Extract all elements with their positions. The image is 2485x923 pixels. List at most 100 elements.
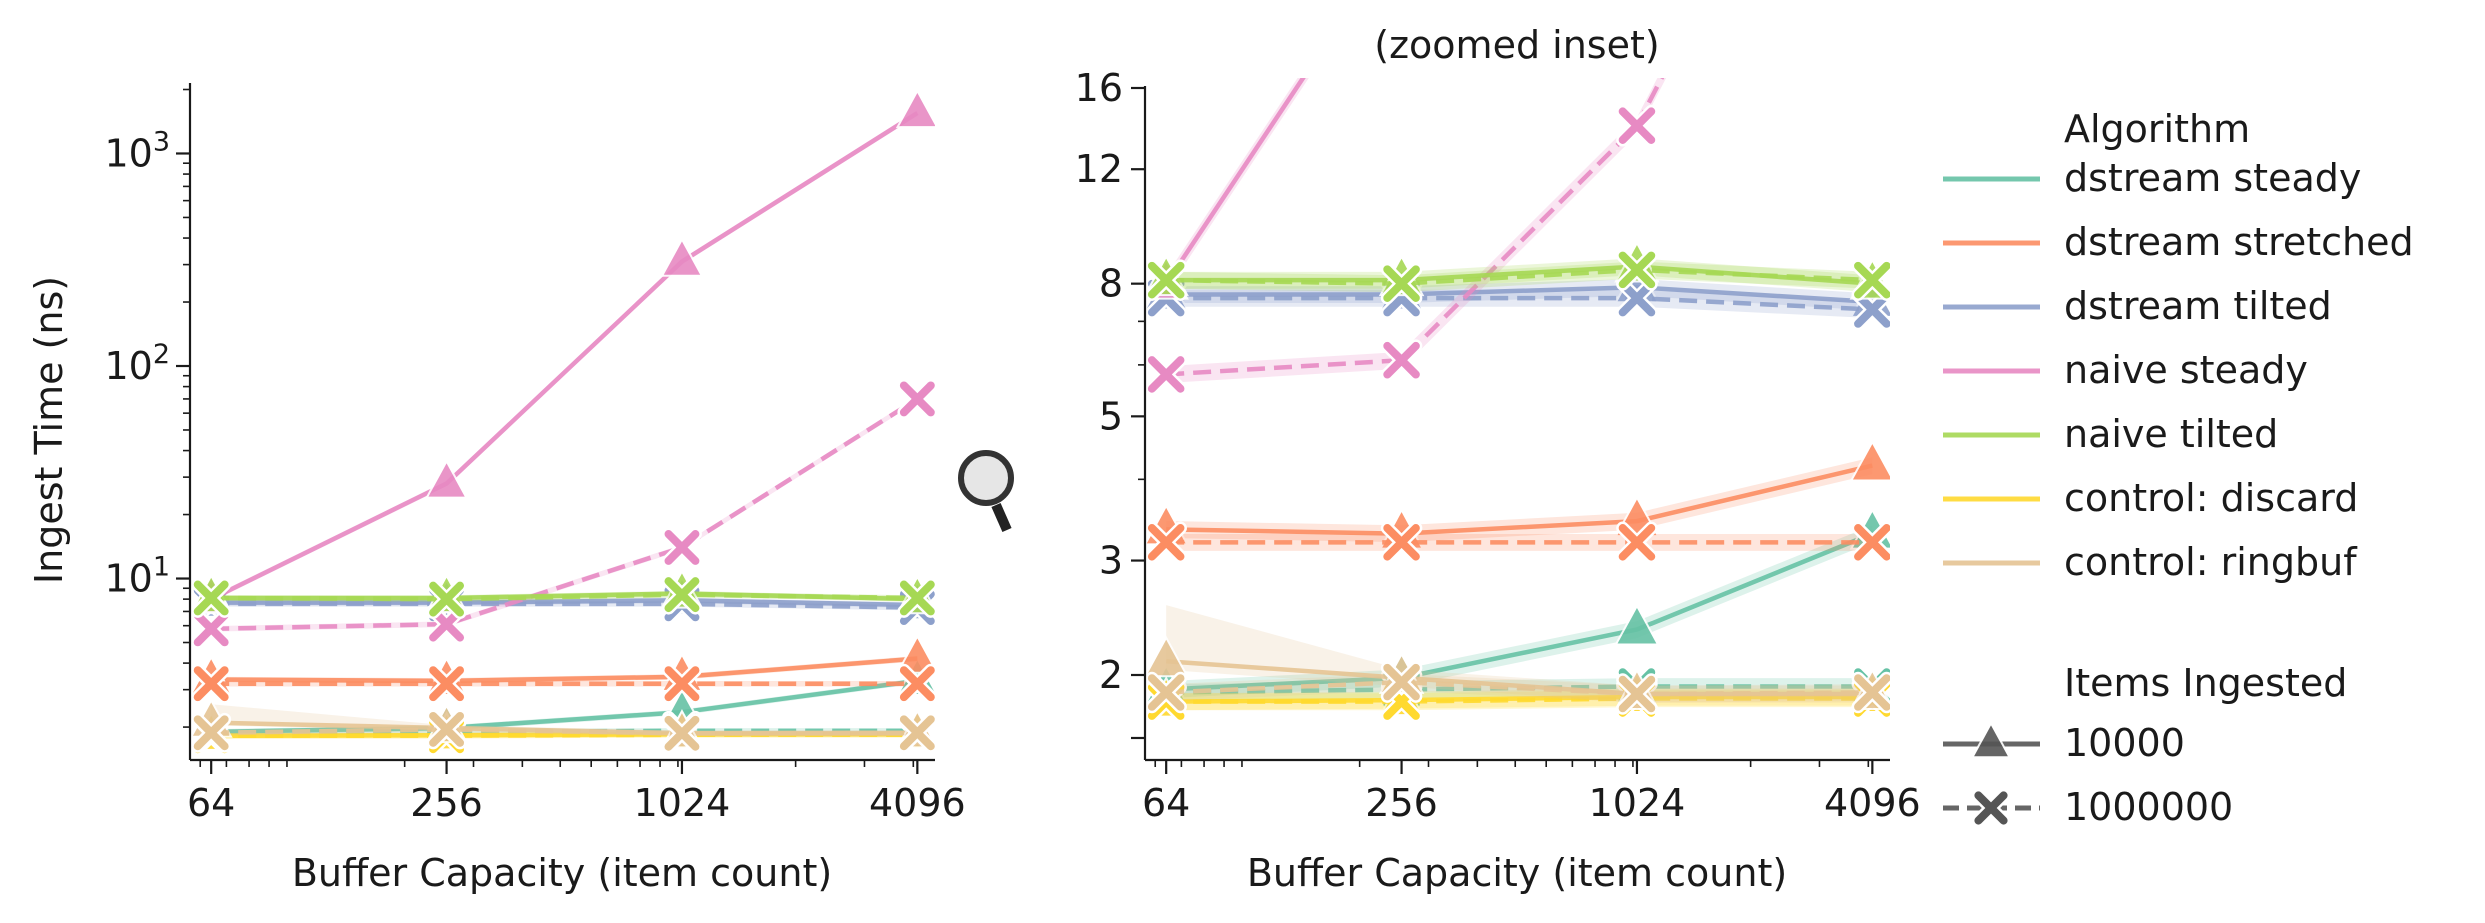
inset-series-naive-steady-1000000-point-64 (1145, 353, 1187, 396)
inset-y-tick-label-12: 12 (1075, 147, 1123, 191)
legend-entry-items-1000000-marker (1971, 788, 2011, 828)
main-series-naive-tilted-1000000-point-4096-stroke-b (899, 580, 935, 616)
inset-series-naive-tilted-1000000-point-1024 (1616, 249, 1658, 291)
main-series-control-ringbuf-1000000-point-4096 (897, 712, 935, 753)
legend-entry-dstream-stretched-label: dstream stretched (2064, 220, 2414, 264)
legend-algorithm-entries: dstream steady dstream stretched dstream t… (1943, 156, 2414, 584)
legend-entry-dstream-steady-label: dstream steady (2064, 156, 2361, 200)
main-x-axis-label: Buffer Capacity (item count) (292, 851, 832, 895)
inset-series-naive-steady-1000000-point-1024-stroke-b (1618, 107, 1656, 144)
main-series-control-ringbuf-1000000-point-4096-stroke-b (899, 715, 935, 751)
main-series-naive-steady-1000000-line (211, 397, 919, 632)
inset-series-control-ringbuf-1000000-point-256-stroke-b (1383, 663, 1420, 701)
inset-series-dstream-tilted-10000-band (1166, 278, 1873, 311)
inset-series-dstream-tilted-10000-line (1166, 284, 1873, 305)
main-series-naive-steady-1000000-point-64-stroke-b (193, 611, 229, 647)
inset-title: (zoomed inset) (1374, 23, 1659, 67)
main-series-naive-tilted-1000000-point-1024 (662, 574, 702, 615)
main-series-control-ringbuf-1000000-point-64 (191, 712, 232, 753)
legend-entry-items-10000-label: 10000 (2064, 721, 2185, 765)
inset-series-naive-steady-1000000-point-256 (1380, 339, 1423, 381)
main-series-dstream-tilted-1000000-line (211, 601, 918, 610)
main-x-tick-label-64: 64 (187, 781, 235, 825)
main-series-naive-steady-1000000-point-1024-stroke-b (664, 530, 700, 565)
inset-series-dstream-stretched-1000000-point-4096 (1851, 521, 1890, 564)
inset-series-control-ringbuf-1000000-line (1166, 679, 1873, 697)
inset-series-dstream-steady-10000-band (1166, 525, 1873, 699)
inset-y-tick-label-3: 3 (1099, 539, 1123, 583)
legend-entry-dstream-tilted-label: dstream tilted (2064, 284, 2332, 328)
inset-series-dstream-stretched-1000000-point-64-stroke-b (1147, 524, 1185, 561)
inset-series-naive-tilted-1000000-point-4096 (1851, 259, 1890, 301)
main-series-dstream-stretched-1000000-point-4096 (897, 663, 935, 704)
inset-series-naive-steady-1000000-line (1166, 78, 1665, 377)
main-x-tick-label-4096: 4096 (869, 781, 966, 825)
main-series-control-ringbuf-1000000-point-256 (426, 709, 467, 750)
main-series-dstream-stretched-1000000-point-256 (426, 663, 467, 704)
main-series-control-ringbuf-1000000-point-64-stroke-b (193, 715, 229, 751)
main-series-naive-tilted-1000000-point-4096 (897, 578, 935, 618)
inset-series-dstream-tilted-1000000-point-4096-stroke-b (1854, 291, 1890, 328)
main-series-naive-tilted-1000000-point-64-stroke-b (193, 580, 229, 616)
inset-series-dstream-steady-10000-point-1024 (1614, 603, 1660, 646)
inset-panel: (zoomed inset) 64 256 1024 4096 2 3 5 8 12 16 Buf… (1075, 23, 1921, 895)
inset-series-control-ringbuf-1000000-point-64-stroke-b (1147, 674, 1185, 711)
inset-series-group (1145, 78, 1890, 723)
main-y-tick-label-10: 101 (104, 552, 170, 601)
main-series-naive-tilted-1000000-point-64 (191, 578, 232, 618)
main-series-dstream-stretched-1000000-point-64 (191, 663, 232, 704)
inset-series-naive-steady-10000-line (1164, 78, 1306, 285)
inset-series-naive-tilted-1000000-line (1166, 267, 1873, 286)
inset-x-tick-label-64: 64 (1142, 781, 1190, 825)
inset-series-control-ringbuf-10000-point-64 (1145, 635, 1189, 678)
main-series-group (190, 88, 935, 756)
inset-series-dstream-stretched-1000000-point-4096-stroke-b (1854, 524, 1890, 561)
main-panel: 64 256 1024 4096 101 102 103 Buffer Capacity (… (27, 83, 966, 895)
main-series-dstream-stretched-1000000-point-1024 (662, 663, 702, 704)
inset-series-control-discard-1000000-line (1166, 696, 1873, 704)
legend-entry-control-discard-label: control: discard (2064, 476, 2358, 520)
inset-series-dstream-stretched-10000-point-4096 (1849, 439, 1890, 482)
inset-series-naive-tilted-1000000-point-64 (1145, 259, 1187, 301)
main-series-naive-tilted-1000000-point-1024-stroke-b (664, 577, 700, 613)
inset-series-naive-steady-1000000-point-256-stroke-b (1383, 341, 1420, 379)
main-y-tick-label-100: 102 (104, 339, 170, 388)
inset-series-dstream-tilted-1000000-line (1166, 295, 1873, 312)
main-series-naive-steady-1000000-point-4096-stroke-b (899, 381, 935, 417)
main-series-layer (190, 88, 935, 756)
main-series-control-ringbuf-1000000-point-256-stroke-b (429, 711, 465, 747)
main-series-dstream-stretched-1000000-point-4096-stroke-b (899, 666, 935, 702)
inset-series-layer (1145, 78, 1890, 723)
inset-series-naive-steady-1000000-point-1024 (1616, 104, 1658, 147)
inset-x-tick-label-1024: 1024 (1589, 781, 1686, 825)
inset-y-tick-label-8: 8 (1099, 262, 1123, 306)
inset-series-dstream-tilted-1000000-point-1024 (1616, 277, 1658, 319)
inset-y-tick-label-2: 2 (1099, 653, 1123, 697)
inset-series-dstream-stretched-1000000-point-256 (1380, 521, 1423, 564)
inset-series-dstream-stretched-1000000-point-64 (1145, 521, 1187, 564)
inset-series-dstream-tilted-1000000-point-4096 (1851, 288, 1890, 331)
inset-series-naive-steady-10000-band (1166, 78, 1309, 293)
main-series-control-ringbuf-1000000-point-1024-stroke-b (664, 715, 700, 751)
inset-series-naive-steady-1000000-point-64-stroke-b (1147, 356, 1185, 393)
main-series-dstream-stretched-1000000-point-1024-stroke-b (664, 666, 700, 702)
main-series-dstream-stretched-10000-line (211, 656, 918, 684)
main-series-dstream-stretched-1000000-point-64-stroke-b (193, 666, 229, 702)
main-y-tick-label-1000: 103 (104, 126, 170, 175)
inset-x-tick-label-4096: 4096 (1824, 781, 1921, 825)
main-y-axis-label: Ingest Time (ns) (27, 276, 71, 584)
main-series-naive-steady-10000-point-256 (425, 459, 469, 499)
inset-series-dstream-stretched-1000000-point-1024-stroke-b (1618, 524, 1656, 561)
inset-series-control-ringbuf-1000000-point-4096 (1851, 671, 1890, 714)
main-series-naive-steady-10000-point-4096 (895, 88, 935, 129)
inset-x-tick-label-256: 256 (1365, 781, 1438, 825)
inset-series-control-ringbuf-1000000-point-1024-stroke-b (1618, 675, 1656, 713)
inset-series-naive-tilted-1000000-point-256-stroke-b (1383, 265, 1420, 302)
inset-series-control-ringbuf-1000000-point-256 (1380, 661, 1423, 703)
inset-series-dstream-stretched-10000-line (1166, 463, 1873, 536)
main-series-naive-tilted-1000000-point-256-stroke-b (429, 581, 465, 617)
inset-series-naive-tilted-1000000-point-64-stroke-b (1147, 261, 1185, 299)
main-x-tick-label-256: 256 (410, 781, 483, 825)
legend-title-items: Items Ingested (2064, 661, 2347, 705)
main-series-naive-tilted-1000000-point-256 (426, 579, 467, 620)
